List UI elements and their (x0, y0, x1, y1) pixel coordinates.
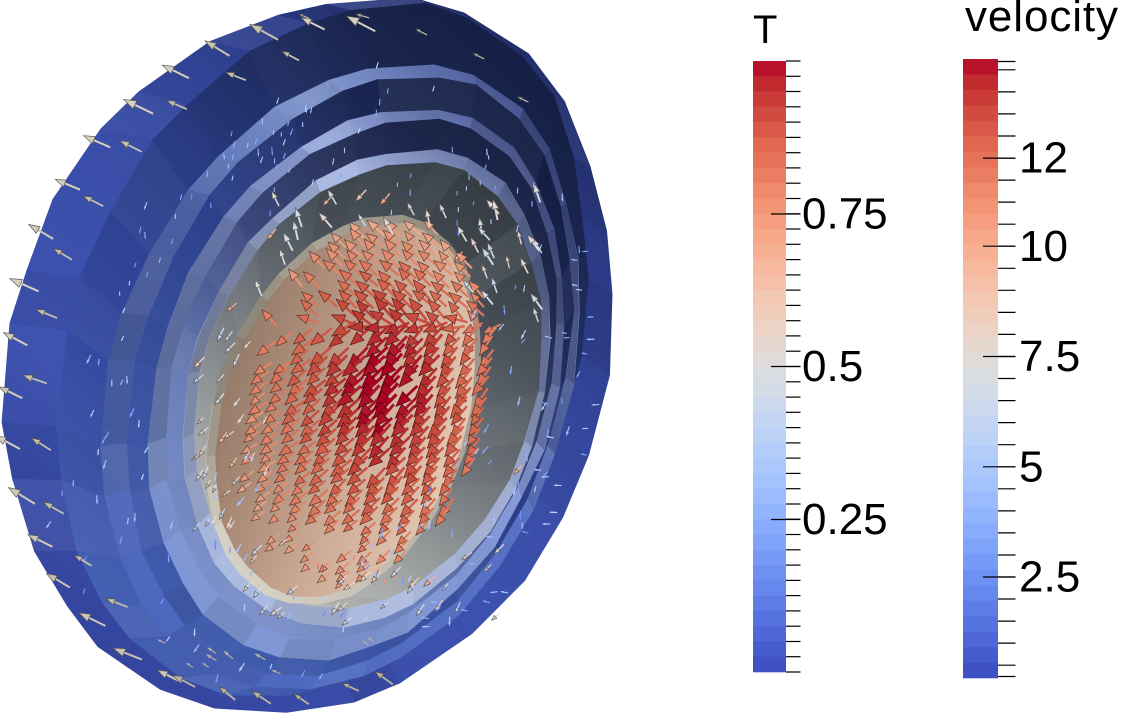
svg-text:5: 5 (1019, 442, 1043, 491)
svg-text:12: 12 (1019, 134, 1068, 183)
svg-text:0.5: 0.5 (802, 342, 863, 391)
svg-text:0.25: 0.25 (802, 495, 888, 544)
svg-text:7.5: 7.5 (1019, 332, 1080, 381)
svg-text:0.75: 0.75 (802, 190, 888, 239)
svg-text:T: T (753, 8, 777, 52)
svg-text:10: 10 (1019, 222, 1068, 271)
svg-text:velocity: velocity (965, 0, 1119, 41)
svg-text:2.5: 2.5 (1019, 553, 1080, 602)
